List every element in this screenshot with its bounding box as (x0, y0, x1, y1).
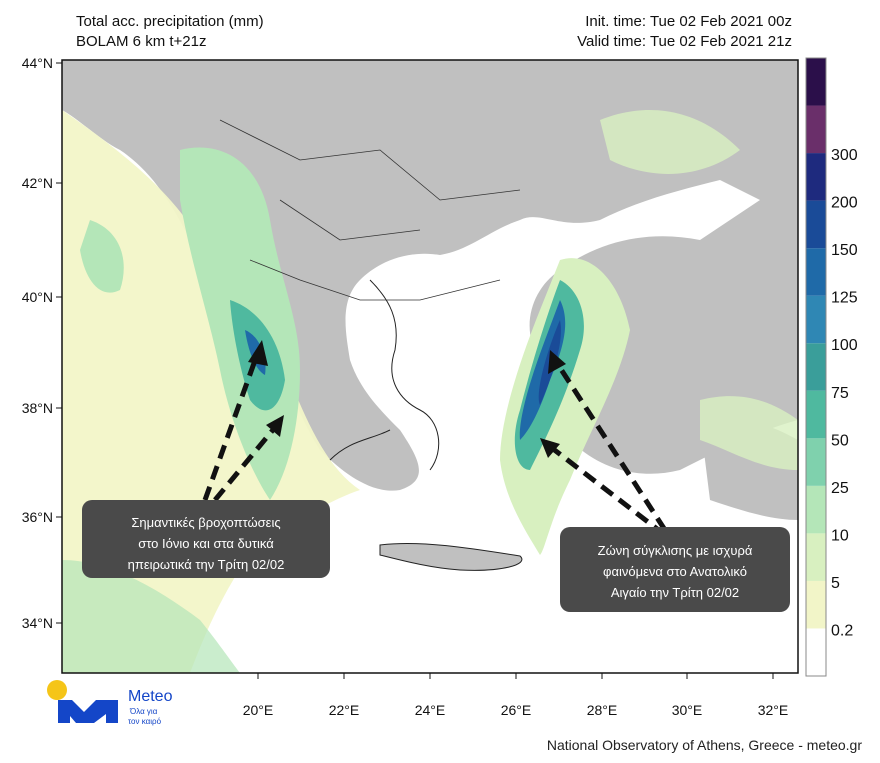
lat-label: 40°N (22, 289, 53, 305)
colorbar-bin (806, 390, 826, 439)
colorbar-label: 25 (831, 480, 849, 497)
logo-name: Meteo (128, 688, 173, 705)
colorbar-bin (806, 533, 826, 581)
colorbar-bin (806, 628, 826, 676)
colorbar-bin (806, 295, 826, 344)
annotation-text: Ζώνη σύγκλισης με ισχυρά (598, 543, 753, 558)
annotation-text: φαινόμενα στο Ανατολικό (603, 564, 747, 579)
colorbar-bin (806, 58, 826, 106)
annotation-text: στο Ιόνιο και στα δυτικά (138, 536, 274, 551)
colorbar-label: 300 (831, 147, 858, 164)
colorbar-label: 0.2 (831, 622, 853, 639)
colorbar-label: 5 (831, 575, 840, 592)
colorbar-label: 200 (831, 195, 858, 212)
annotation-text: Σημαντικές βροχοπτώσεις (131, 515, 280, 530)
logo: Meteo Όλα για τον καιρό (47, 680, 173, 726)
annotation-left (82, 500, 330, 578)
lon-label: 32°E (758, 702, 789, 718)
colorbar-bin (806, 580, 826, 629)
colorbar-label: 75 (831, 385, 849, 402)
lat-label: 38°N (22, 400, 53, 416)
lat-label: 36°N (22, 509, 53, 525)
arrow-heads (248, 340, 566, 458)
colorbar-label: 100 (831, 337, 858, 354)
colorbar-bin (806, 105, 826, 154)
lon-label: 22°E (329, 702, 360, 718)
colorbar-bin (806, 200, 826, 249)
logo-tagline: Όλα για (129, 707, 158, 716)
colorbar-bin (806, 343, 826, 391)
title: Total acc. precipitation (mm) (76, 13, 264, 30)
annotation-text: ηπειρωτικά την Τρίτη 02/02 (128, 557, 285, 572)
lat-label: 42°N (22, 175, 53, 191)
lon-label: 26°E (501, 702, 532, 718)
colorbar-bin (806, 485, 826, 534)
colorbar-label: 150 (831, 242, 858, 259)
lat-label: 34°N (22, 615, 53, 631)
init-time: Init. time: Tue 02 Feb 2021 00z (585, 13, 792, 30)
annotation-box (560, 527, 790, 612)
lon-label: 20°E (243, 702, 274, 718)
model-label: BOLAM 6 km t+21z (76, 33, 206, 50)
lat-label: 44°N (22, 55, 53, 71)
lon-label: 24°E (415, 702, 446, 718)
colorbar-label: 10 (831, 527, 849, 544)
annotation-box (82, 500, 330, 578)
colorbar-label: 125 (831, 290, 858, 307)
colorbar-bin (806, 153, 826, 201)
colorbar-label: 50 (831, 432, 849, 449)
colorbar-bin (806, 438, 826, 486)
arrows (202, 351, 668, 537)
colorbar-bin (806, 248, 826, 296)
annotation-right (560, 527, 790, 612)
lon-label: 30°E (672, 702, 703, 718)
valid-time: Valid time: Tue 02 Feb 2021 21z (577, 33, 792, 50)
colorbar-frame (805, 57, 827, 677)
lon-label: 28°E (587, 702, 618, 718)
footer: National Observatory of Athens, Greece -… (547, 737, 862, 753)
logo-tagline: τον καιρό (128, 717, 162, 726)
annotation-text: Αιγαίο την Τρίτη 02/02 (611, 585, 739, 600)
